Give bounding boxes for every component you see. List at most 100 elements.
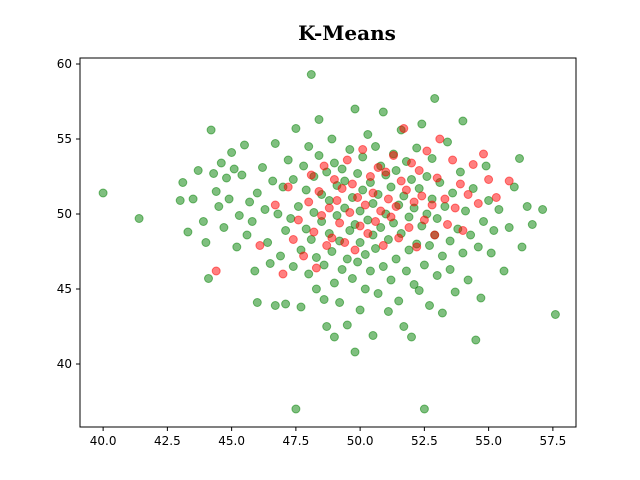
- data-point: [198, 217, 208, 226]
- data-point: [427, 200, 437, 210]
- data-point: [232, 242, 242, 252]
- y-axis: 40 45 50 55 60: [57, 57, 80, 371]
- data-point: [432, 271, 442, 280]
- data-point: [404, 212, 414, 222]
- data-point: [337, 265, 347, 274]
- data-point: [371, 217, 380, 226]
- data-point: [365, 172, 375, 181]
- data-point: [311, 263, 321, 273]
- data-point: [373, 163, 383, 172]
- data-point: [476, 293, 486, 303]
- data-point: [417, 191, 427, 201]
- data-point: [368, 331, 378, 340]
- data-point: [245, 197, 255, 207]
- data-point: [419, 404, 429, 414]
- x-tick-label: 42.5: [154, 434, 181, 448]
- data-point: [550, 310, 560, 319]
- data-point: [283, 155, 293, 165]
- data-point: [350, 347, 360, 357]
- data-point: [386, 275, 396, 285]
- data-point: [360, 250, 370, 259]
- data-point: [209, 169, 219, 178]
- data-point: [224, 194, 234, 204]
- data-point: [455, 179, 465, 189]
- data-point: [353, 193, 363, 202]
- data-point: [437, 308, 447, 318]
- data-point: [425, 241, 434, 250]
- data-point: [473, 199, 483, 208]
- data-point: [347, 274, 357, 283]
- data-point: [443, 137, 452, 147]
- x-tick-label: 52.5: [411, 434, 438, 448]
- data-point: [376, 223, 386, 232]
- data-point: [134, 214, 144, 223]
- data-point: [489, 226, 499, 235]
- x-tick-label: 47.5: [283, 434, 310, 448]
- data-point: [363, 215, 373, 225]
- data-point: [468, 160, 478, 169]
- data-point: [270, 301, 280, 310]
- data-point: [342, 254, 352, 264]
- data-point: [263, 238, 273, 247]
- data-point: [317, 211, 327, 220]
- data-point: [468, 184, 478, 193]
- data-point: [461, 206, 470, 216]
- data-point: [414, 286, 424, 295]
- x-tick-label: 45.0: [218, 434, 245, 448]
- data-point: [332, 196, 342, 205]
- chart-title: K-Means: [298, 21, 396, 45]
- data-point: [299, 161, 309, 171]
- data-point: [484, 175, 494, 184]
- data-point: [309, 227, 319, 237]
- data-point: [373, 289, 383, 298]
- data-point: [432, 173, 442, 183]
- x-axis: 40.0 42.5 45.0 47.5 50.0 52.5 55.0 57.5: [90, 427, 566, 448]
- data-point: [227, 148, 237, 157]
- data-point: [211, 187, 221, 196]
- data-point: [479, 149, 488, 159]
- data-point: [404, 223, 414, 232]
- data-point: [479, 217, 488, 226]
- data-point: [283, 182, 293, 192]
- data-point: [327, 247, 337, 256]
- data-point: [306, 70, 316, 79]
- data-point: [365, 266, 375, 276]
- data-point: [466, 230, 476, 240]
- data-point: [391, 254, 401, 264]
- data-point: [353, 169, 363, 178]
- data-point: [329, 278, 339, 288]
- data-point: [327, 134, 337, 144]
- data-point: [368, 199, 378, 208]
- data-point: [381, 167, 391, 177]
- plot-frame: [79, 57, 577, 428]
- data-point: [350, 104, 360, 114]
- data-point: [358, 185, 368, 195]
- y-tick-label: 45: [57, 282, 72, 296]
- data-point: [98, 188, 108, 198]
- data-point: [422, 172, 432, 181]
- data-point: [353, 257, 363, 267]
- x-tick-label: 55.0: [475, 434, 502, 448]
- data-point: [391, 166, 401, 175]
- data-point: [329, 332, 339, 342]
- data-point: [296, 302, 306, 312]
- data-point: [432, 214, 442, 223]
- data-point: [378, 107, 388, 117]
- data-point: [455, 167, 465, 177]
- data-point: [340, 176, 350, 186]
- data-point: [288, 262, 298, 271]
- data-point: [430, 94, 440, 103]
- data-point: [345, 226, 355, 235]
- data-point: [247, 217, 257, 226]
- data-point: [448, 188, 458, 198]
- data-point: [445, 265, 455, 274]
- data-point: [319, 260, 329, 270]
- data-point: [383, 235, 393, 244]
- data-point: [399, 322, 409, 331]
- data-point: [291, 404, 301, 414]
- data-point: [463, 275, 473, 285]
- data-point: [458, 116, 468, 126]
- data-point: [394, 233, 404, 243]
- data-point: [522, 202, 532, 211]
